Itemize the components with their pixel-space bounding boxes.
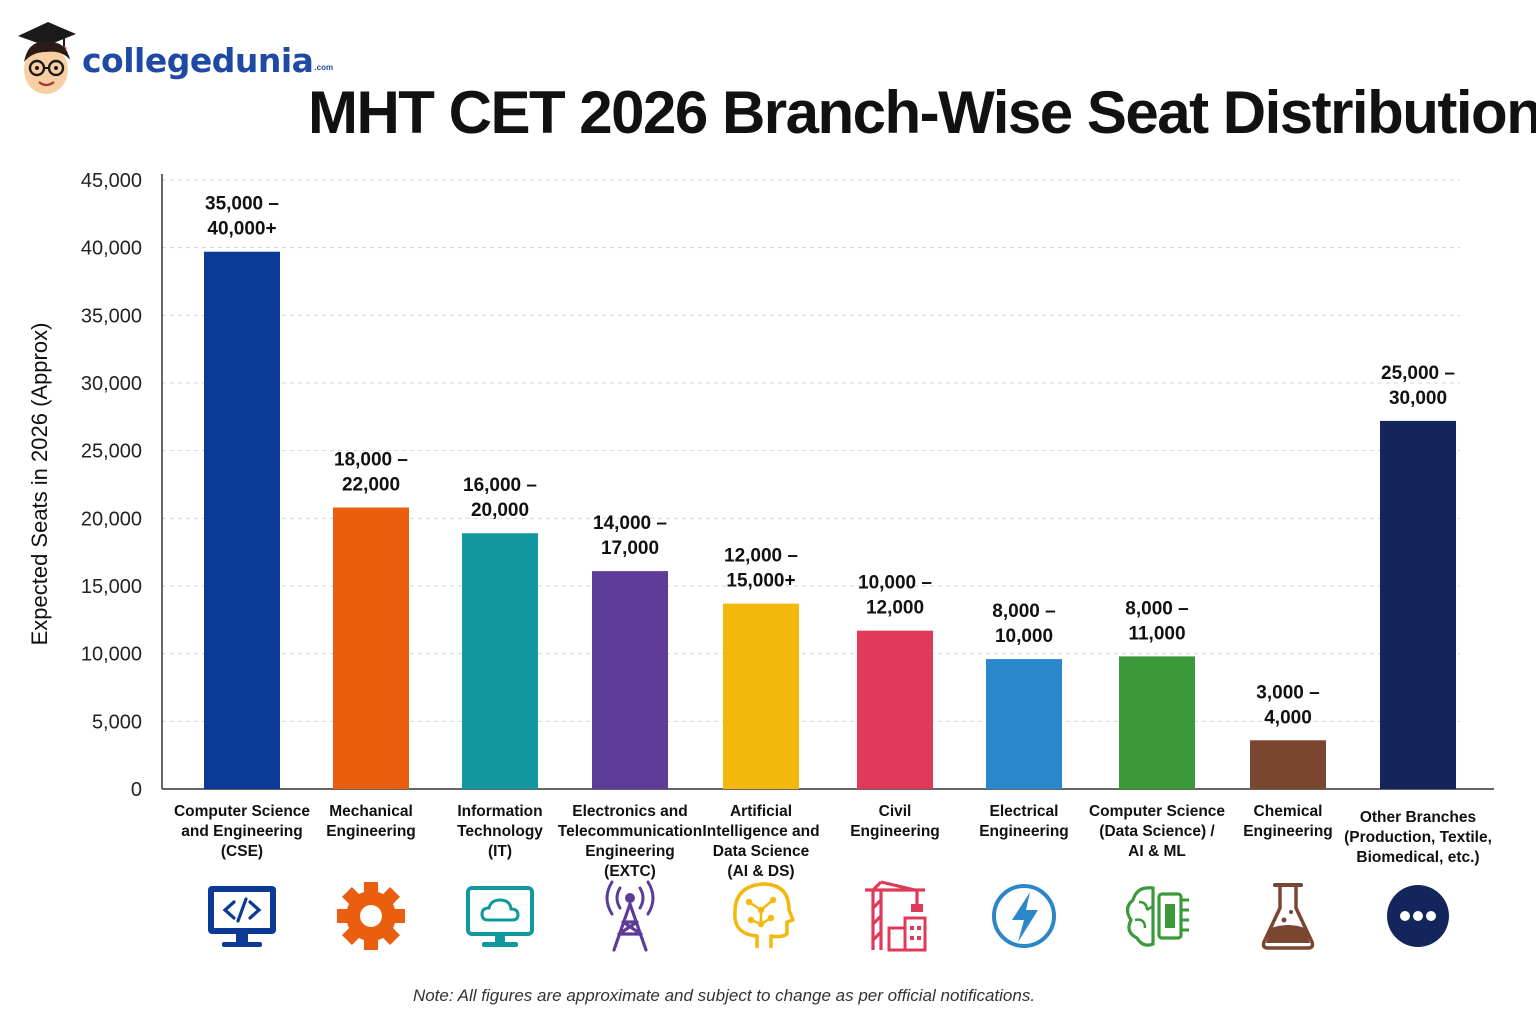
y-tick-label: 10,000	[81, 644, 142, 666]
bar	[204, 251, 280, 789]
y-tick-label: 40,000	[81, 238, 142, 260]
x-tick-label: and Engineering	[181, 823, 302, 840]
y-tick-label: 0	[131, 779, 142, 801]
bar	[857, 630, 933, 789]
data-label: 4,000	[1264, 707, 1312, 728]
mascot-logo-icon	[18, 22, 76, 94]
x-tick-label: Engineering	[1243, 823, 1333, 840]
y-tick-label: 45,000	[81, 170, 142, 192]
x-tick-label: Engineering	[850, 823, 940, 840]
cloud-monitor-icon	[466, 886, 534, 947]
y-tick-label: 15,000	[81, 576, 142, 598]
data-label: 25,000 –	[1381, 363, 1455, 384]
bar	[1119, 656, 1195, 789]
y-tick-label: 30,000	[81, 373, 142, 395]
x-tick-label: (Data Science) /	[1099, 823, 1215, 840]
x-tick-label: Civil	[879, 803, 912, 820]
ai-head-icon	[733, 882, 795, 948]
brain-chip-icon	[1125, 886, 1189, 947]
x-tick-label: Engineering	[326, 823, 416, 840]
data-label: 10,000 –	[858, 573, 932, 594]
data-label: 14,000 –	[593, 513, 667, 534]
x-tick-label: Engineering	[979, 823, 1069, 840]
x-tick-label: Technology	[457, 823, 543, 840]
x-tick-label: Data Science	[713, 843, 810, 860]
y-tick-label: 25,000	[81, 441, 142, 463]
bar	[1380, 420, 1456, 789]
x-tick-label: (Production, Textile,	[1344, 829, 1492, 846]
data-label: 12,000 –	[724, 546, 798, 567]
y-axis-label: Expected Seats in 2026 (Approx)	[27, 323, 52, 646]
data-label: 35,000 –	[205, 194, 279, 215]
x-tick-label: (EXTC)	[604, 863, 656, 880]
x-tick-label: Information	[457, 803, 542, 820]
y-tick-label: 20,000	[81, 508, 142, 530]
more-dots-icon	[1387, 885, 1449, 947]
x-tick-label: Telecommunication	[558, 823, 702, 840]
data-label: 17,000	[601, 538, 659, 559]
data-label: 8,000 –	[992, 601, 1055, 622]
y-tick-label: 35,000	[81, 305, 142, 327]
x-tick-label: Electronics and	[572, 803, 687, 820]
x-tick-label: Engineering	[585, 843, 675, 860]
x-tick-label: (IT)	[488, 843, 512, 860]
data-label: 10,000	[995, 626, 1053, 647]
bar	[333, 507, 409, 789]
chart-title: MHT CET 2026 Branch-Wise Seat Distributi…	[308, 79, 1536, 146]
x-tick-label: Other Branches	[1360, 809, 1476, 826]
x-tick-label: Computer Science	[1089, 803, 1225, 820]
data-label: 22,000	[342, 475, 400, 496]
data-label: 3,000 –	[1256, 682, 1319, 703]
x-tick-label: Mechanical	[329, 803, 413, 820]
bar	[986, 659, 1062, 789]
data-label: 18,000 –	[334, 450, 408, 471]
x-tick-label: Artificial	[730, 803, 792, 820]
data-label: 40,000+	[207, 219, 276, 240]
x-tick-label: (AI & DS)	[727, 863, 794, 880]
x-tick-label: AI & ML	[1128, 843, 1186, 860]
logo-text: collegedunia	[82, 40, 314, 80]
footnote: Note: All figures are approximate and su…	[412, 986, 1036, 1005]
x-tick-label: (CSE)	[221, 843, 263, 860]
data-label: 8,000 –	[1125, 598, 1188, 619]
flask-icon	[1261, 883, 1315, 950]
code-monitor-icon	[208, 886, 276, 947]
logo-suffix: .com	[314, 62, 334, 72]
bar	[1250, 740, 1326, 789]
data-label: 20,000	[471, 500, 529, 521]
data-label: 12,000	[866, 598, 924, 619]
x-tick-label: Intelligence and	[702, 823, 819, 840]
brand-logo: collegedunia .com	[14, 14, 333, 98]
bar	[462, 533, 538, 789]
x-tick-label: Chemical	[1254, 803, 1323, 820]
bar	[723, 603, 799, 789]
y-tick-label: 5,000	[92, 711, 142, 733]
data-label: 15,000+	[726, 571, 795, 592]
construction-crane-icon	[865, 880, 927, 952]
gear-icon	[337, 882, 405, 950]
bar	[592, 571, 668, 789]
x-tick-label: Computer Science	[174, 803, 310, 820]
x-tick-label: Electrical	[990, 803, 1059, 820]
data-label: 30,000	[1389, 388, 1447, 409]
x-tick-label: Biomedical, etc.)	[1356, 849, 1479, 866]
antenna-tower-icon	[605, 880, 655, 952]
data-label: 11,000	[1128, 623, 1185, 644]
lightning-bolt-icon	[992, 884, 1056, 948]
data-label: 16,000 –	[463, 475, 537, 496]
